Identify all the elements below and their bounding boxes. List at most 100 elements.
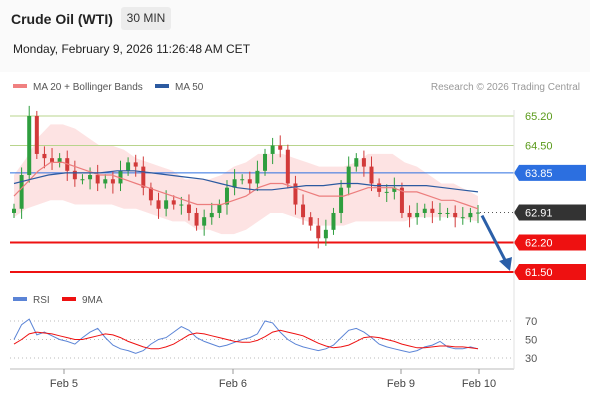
candle-body — [72, 170, 77, 180]
candle-body — [468, 212, 473, 218]
ma20-line — [13, 161, 479, 210]
candle-body — [27, 116, 32, 176]
x-tick-label: Feb 10 — [462, 378, 496, 390]
candle-body — [407, 212, 412, 218]
rsi-tick-label: 70 — [525, 316, 537, 328]
candle-body — [369, 166, 374, 184]
level-tag-box — [514, 234, 586, 251]
candle-body — [164, 200, 169, 209]
candle-body — [270, 145, 275, 154]
rsi-tick-label: 30 — [525, 353, 537, 365]
rsi-line — [13, 318, 479, 354]
x-tick-label: Feb 6 — [219, 378, 247, 390]
forecast-arrow — [480, 214, 512, 271]
candle-body — [42, 153, 47, 159]
candle-body — [186, 204, 191, 213]
candle-body — [12, 208, 16, 213]
level-tag-box — [514, 204, 586, 221]
candle-body — [80, 179, 85, 181]
candle-body — [88, 175, 93, 180]
candle-body — [179, 204, 184, 206]
ma20-legend-label: MA 20 + Bollinger Bands — [33, 82, 143, 93]
level-tag-box — [514, 164, 586, 181]
candle-body — [133, 162, 138, 167]
candle-body — [331, 212, 336, 230]
x-tick-label: Feb 9 — [387, 378, 415, 390]
ma50-legend-swatch — [155, 84, 169, 88]
candle-body — [148, 187, 153, 201]
forecast-arrow-shaft — [480, 214, 508, 263]
candle-body — [301, 204, 306, 218]
candle-body — [126, 162, 131, 171]
candle-body — [209, 212, 214, 218]
candle-body — [399, 187, 404, 213]
bollinger-bands — [14, 124, 478, 235]
candle-body — [323, 229, 328, 239]
ma50-legend-label: MA 50 — [175, 82, 204, 93]
level-tag-box — [514, 264, 586, 280]
candle-body — [194, 212, 199, 226]
candle-body — [445, 212, 450, 214]
rsi-tick-label: 50 — [525, 335, 537, 347]
timestamp: Monday, February 9, 2026 11:26:48 AM CET — [13, 42, 251, 56]
candle-body — [316, 225, 321, 239]
candle-body — [247, 179, 252, 184]
candle-body — [57, 158, 62, 163]
candle-body — [156, 200, 161, 209]
timeframe-button[interactable]: 30 MIN — [121, 7, 171, 30]
candle-body — [103, 179, 108, 184]
ma9-legend-swatch — [62, 297, 76, 301]
candle-body — [285, 149, 290, 184]
rsi-legend-label: RSI — [33, 295, 50, 306]
last-price-level-label: 62.91 — [525, 208, 553, 220]
candle-body — [437, 212, 442, 214]
candle-body — [293, 183, 298, 205]
forecast-arrow-head — [499, 257, 512, 271]
support-level-label: 61.50 — [525, 267, 553, 279]
candle-body — [476, 212, 480, 214]
candle-body — [263, 153, 268, 171]
x-axis: Feb 5 Feb 6 Feb 9 Feb 10 — [50, 369, 496, 390]
ma50-line — [13, 170, 479, 193]
x-tick-label: Feb 5 — [50, 378, 78, 390]
rsi-panel: 70 50 30 — [10, 316, 537, 365]
candle-body — [217, 204, 222, 213]
candle-body — [422, 208, 427, 213]
candle-body — [171, 200, 176, 205]
candle-body — [34, 116, 39, 154]
copyright-text: Research © 2026 Trading Central — [431, 82, 580, 93]
bollinger-band-area — [14, 124, 478, 235]
candle-body — [392, 187, 397, 192]
chart-header: Crude Oil (WTI) 30 MIN Monday, February … — [0, 0, 590, 72]
candle-body — [141, 166, 146, 188]
candle-body — [339, 187, 344, 213]
ma9-legend-label: 9MA — [82, 295, 103, 306]
pivot-level-label: 63.85 — [525, 168, 553, 180]
candle-body — [255, 170, 260, 184]
candle-body — [110, 179, 115, 184]
candle-body — [95, 175, 100, 184]
candle-body — [354, 158, 359, 167]
candle-body — [346, 166, 351, 188]
ma20-legend-swatch — [13, 84, 27, 88]
candle-body — [430, 208, 435, 213]
instrument-title: Crude Oil (WTI) — [11, 11, 113, 27]
candle-body — [224, 187, 229, 205]
candle-body — [361, 158, 366, 167]
candle-body — [240, 179, 245, 181]
candle-body — [384, 191, 389, 193]
resistance-level-label: 64.50 — [525, 141, 553, 153]
level-tags: 65.20 64.50 63.85 62.91 62.20 61.50 — [514, 111, 586, 280]
candle-body — [460, 217, 465, 219]
candle-body — [202, 217, 207, 226]
candle-body — [232, 179, 237, 188]
candle-body — [19, 175, 24, 209]
candle-body — [308, 217, 313, 226]
moving-averages — [13, 161, 479, 210]
candle-body — [118, 170, 123, 184]
candle-body — [453, 212, 458, 218]
rsi-legend-swatch — [13, 297, 27, 301]
candle-body — [50, 158, 55, 163]
